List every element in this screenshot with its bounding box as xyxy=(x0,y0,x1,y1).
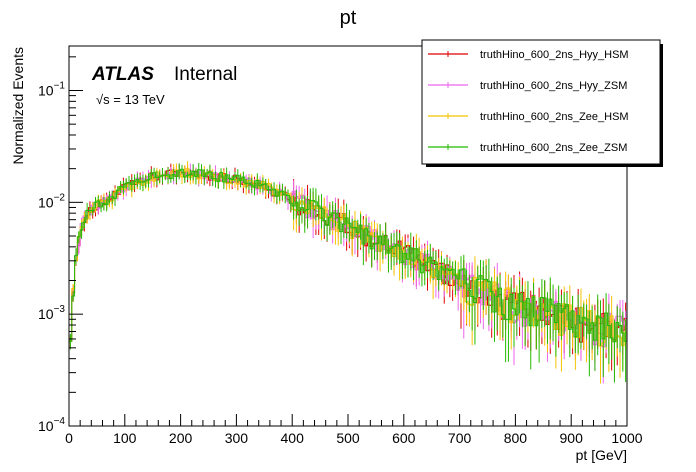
legend-label: truthHino_600_2ns_Zee_HSM xyxy=(480,111,629,123)
histogram-series xyxy=(69,161,627,384)
x-tick-label: 900 xyxy=(560,430,584,446)
atlas-label: ATLAS xyxy=(91,64,154,85)
energy-label: √s = 13 TeV xyxy=(96,92,165,107)
chart-title: pt xyxy=(340,7,357,29)
y-tick-label: 10−1 xyxy=(38,81,65,99)
x-axis-ticks: 0 100 200 300 400 500 600 700 800 900 1000 xyxy=(65,414,643,446)
legend-label: truthHino_600_2ns_Hyy_HSM xyxy=(480,49,629,61)
y-tick-label: 10−3 xyxy=(38,304,65,322)
legend-entry: truthHino_600_2ns_Zee_ZSM xyxy=(428,142,627,154)
y-axis-ticks: 10−4 10−3 10−2 10−1 xyxy=(38,56,83,434)
series-line xyxy=(69,168,627,343)
legend-label: truthHino_600_2ns_Hyy_ZSM xyxy=(480,80,627,92)
y-tick-label: 10−4 xyxy=(38,416,65,434)
legend: truthHino_600_2ns_Hyy_HSM truthHino_600_2… xyxy=(421,39,663,167)
x-tick-label: 200 xyxy=(169,430,193,446)
x-tick-label: 500 xyxy=(336,430,360,446)
legend-entry: truthHino_600_2ns_Zee_HSM xyxy=(428,111,629,123)
y-tick-label: 10−2 xyxy=(38,192,65,210)
internal-label: Internal xyxy=(174,64,237,85)
series-3 xyxy=(69,161,627,384)
legend-entry: truthHino_600_2ns_Hyy_HSM xyxy=(428,49,629,61)
x-tick-label: 600 xyxy=(392,430,416,446)
x-tick-label: 300 xyxy=(225,430,249,446)
x-tick-label: 800 xyxy=(504,430,528,446)
x-tick-label: 0 xyxy=(65,430,73,446)
legend-label: truthHino_600_2ns_Zee_ZSM xyxy=(480,142,627,154)
x-tick-label: 700 xyxy=(448,430,472,446)
x-axis-label: pt [GeV] xyxy=(576,447,627,463)
sqrt-s-symbol: √s xyxy=(96,92,110,107)
series-2 xyxy=(69,163,627,384)
series-1 xyxy=(69,163,627,371)
y-axis-label: Normalized Events xyxy=(10,47,26,165)
legend-entry: truthHino_600_2ns_Hyy_ZSM xyxy=(428,80,627,92)
energy-value: = 13 TeV xyxy=(110,92,165,107)
x-tick-label: 400 xyxy=(281,430,305,446)
series-4 xyxy=(69,162,627,383)
x-tick-label: 100 xyxy=(113,430,137,446)
x-tick-label: 1000 xyxy=(611,430,642,446)
